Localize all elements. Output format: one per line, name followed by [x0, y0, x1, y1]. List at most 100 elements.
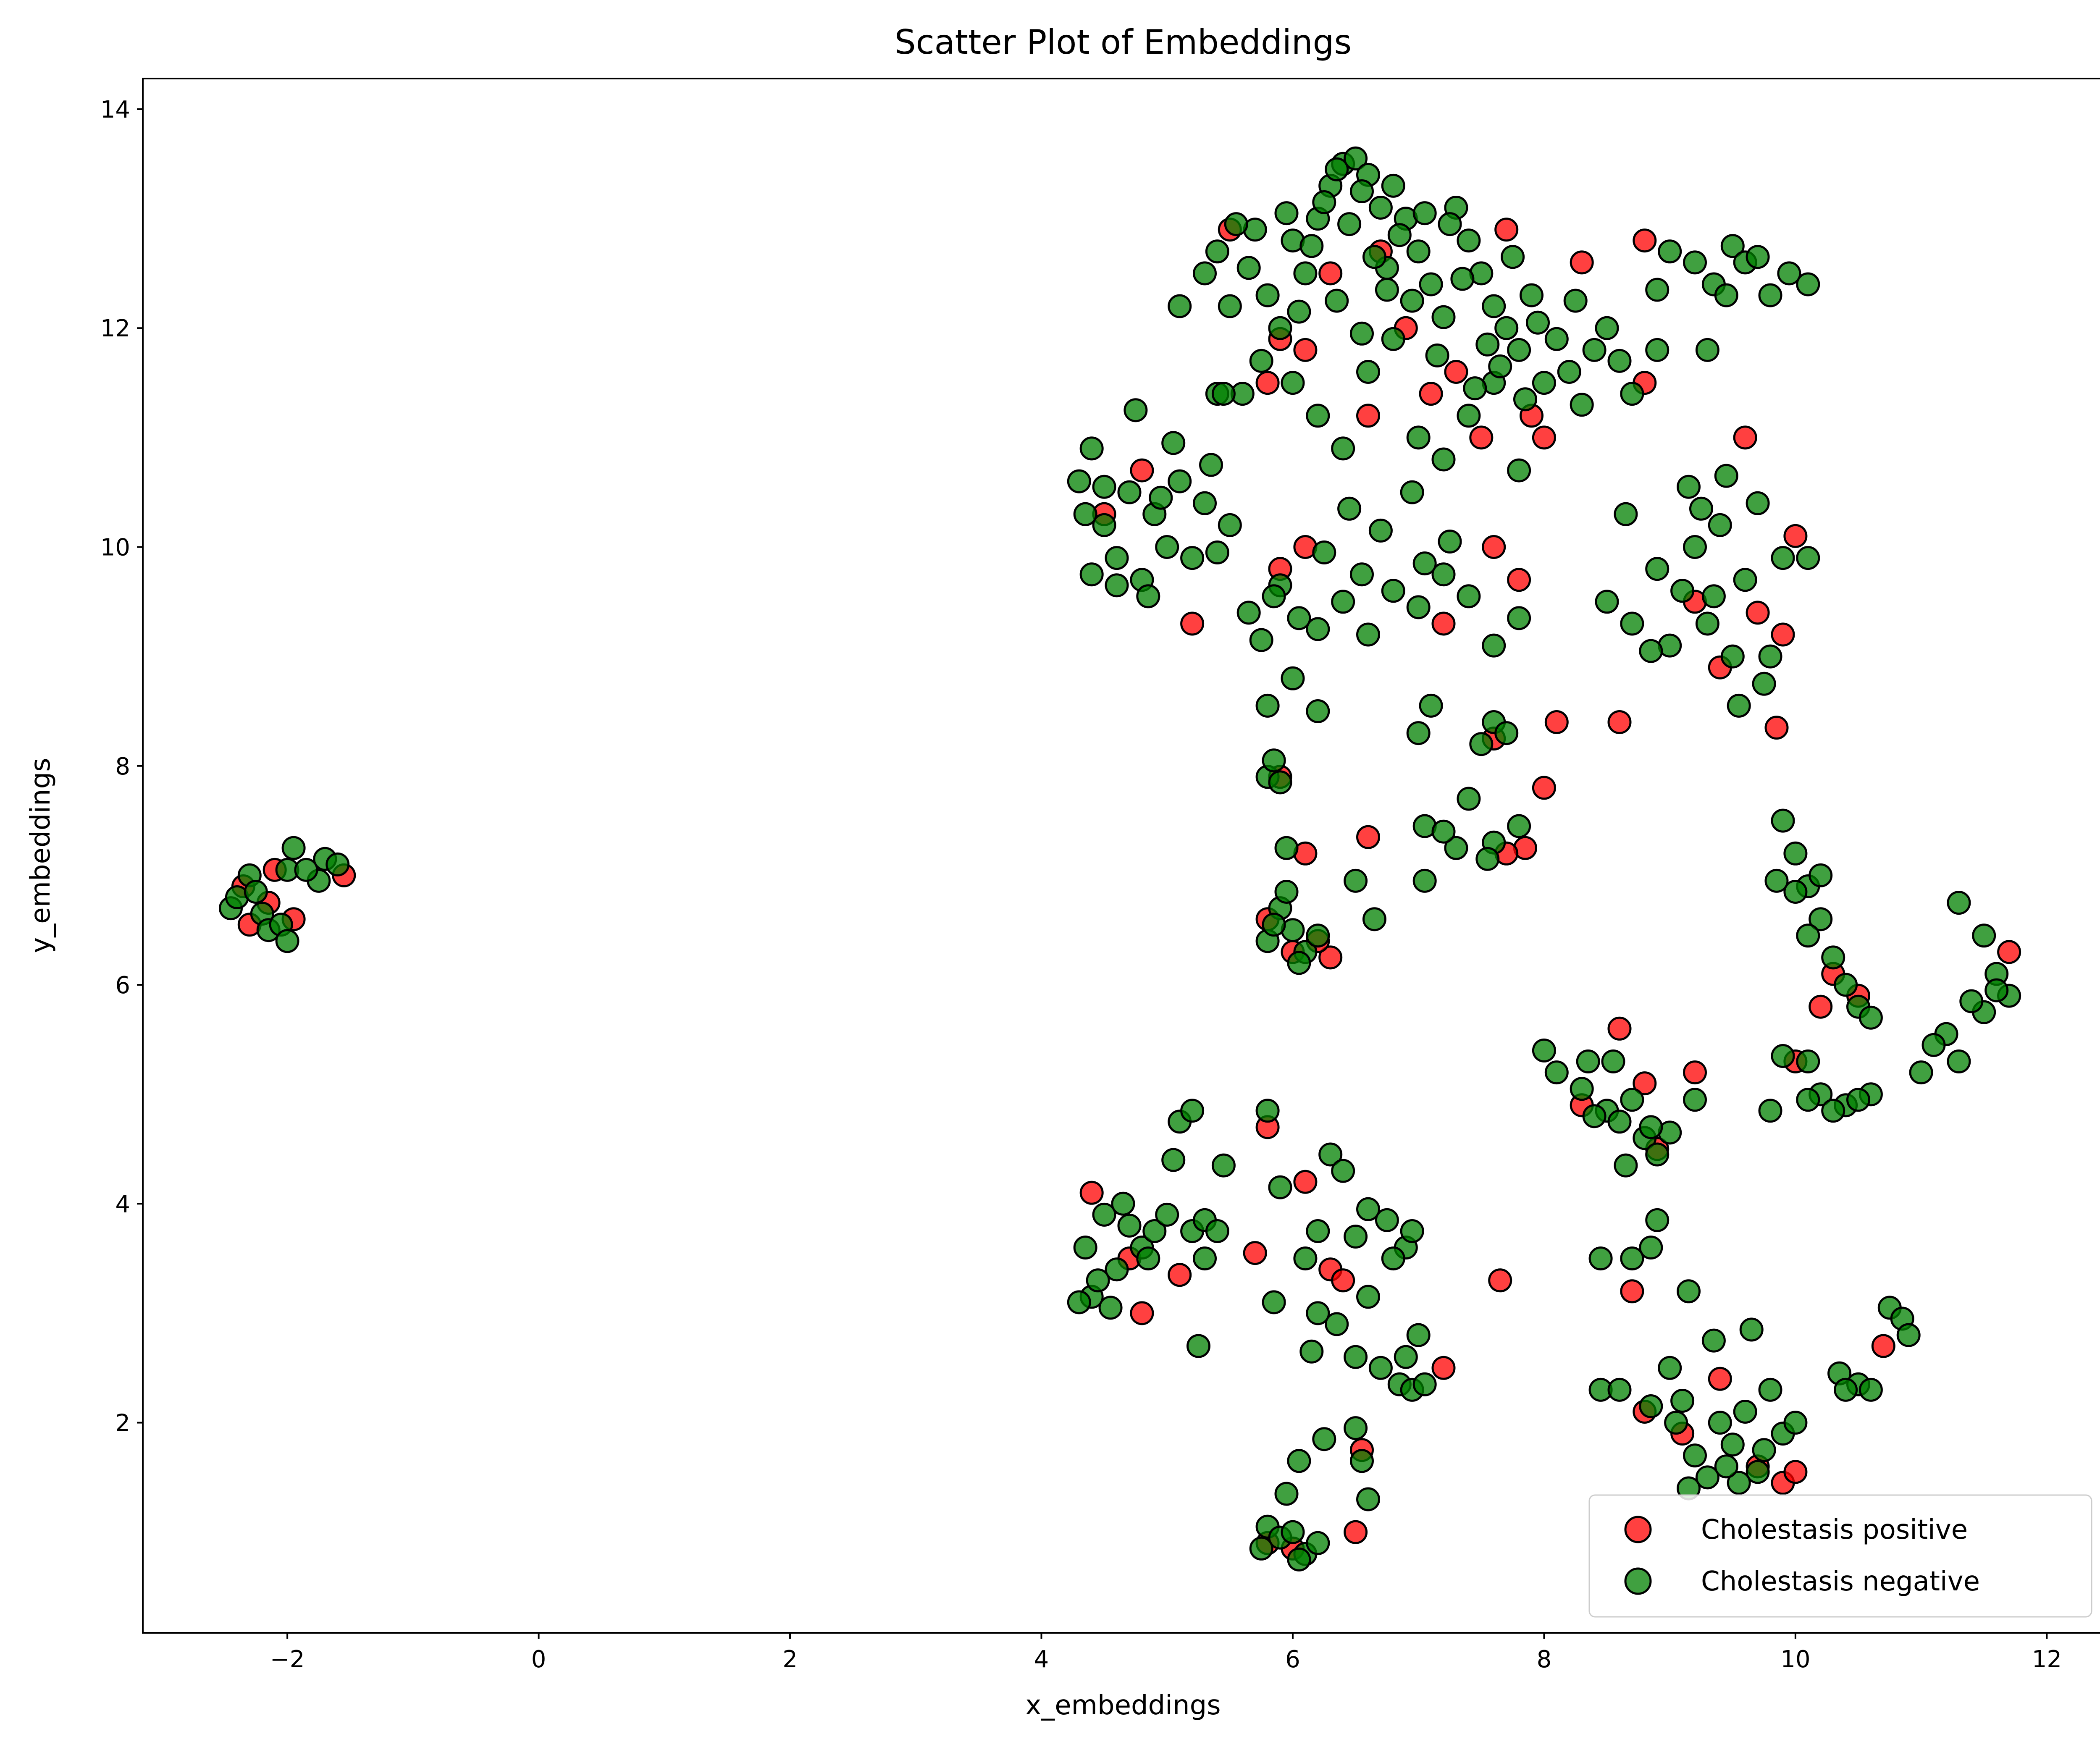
- data-point: [1406, 721, 1431, 745]
- data-point: [1746, 245, 1770, 269]
- data-point: [1494, 218, 1519, 242]
- y-axis: 2 4 6 8 10 12 14: [100, 96, 143, 1437]
- data-point: [1155, 535, 1179, 559]
- data-point: [1947, 891, 1971, 915]
- data-point: [1356, 1197, 1380, 1221]
- data-point: [1180, 611, 1205, 636]
- data-point: [1168, 1263, 1192, 1287]
- data-point: [1105, 573, 1129, 598]
- data-point: [1381, 1246, 1405, 1271]
- data-point: [1695, 1465, 1719, 1490]
- data-point: [1683, 1060, 1707, 1085]
- data-point: [1670, 1389, 1695, 1413]
- legend: Cholestasis positive Cholestasis negativ…: [1588, 1494, 2092, 1618]
- data-point: [1431, 562, 1456, 587]
- data-point: [1299, 234, 1324, 258]
- data-point: [1846, 1088, 1870, 1112]
- data-point: [1218, 294, 1242, 318]
- data-point: [1262, 584, 1286, 609]
- data-point: [1274, 836, 1299, 860]
- data-point: [1645, 1208, 1670, 1232]
- data-point: [1620, 611, 1644, 636]
- data-point: [1771, 808, 1795, 833]
- data-point: [1362, 907, 1386, 931]
- data-point: [1544, 1060, 1569, 1085]
- data-point: [1325, 157, 1349, 181]
- data-point: [1306, 1219, 1330, 1243]
- data-point: [1287, 1449, 1311, 1473]
- data-point: [1532, 425, 1556, 450]
- x-tick-label: 12: [2032, 1646, 2062, 1673]
- data-point: [1683, 250, 1707, 275]
- data-point: [1155, 1202, 1179, 1227]
- data-point: [1532, 776, 1556, 800]
- data-point: [1494, 316, 1519, 340]
- data-point: [1758, 1099, 1782, 1123]
- data-point: [1733, 568, 1757, 592]
- data-point: [1255, 1099, 1280, 1123]
- data-point: [1677, 475, 1701, 499]
- data-point: [1312, 190, 1336, 214]
- x-tick-label: 6: [1285, 1646, 1300, 1673]
- data-point: [1262, 748, 1286, 773]
- data-point: [1922, 1033, 1946, 1057]
- data-point: [1281, 371, 1305, 395]
- y-tick-label: 8: [115, 753, 130, 780]
- data-point: [1507, 606, 1531, 630]
- data-point: [1387, 223, 1412, 247]
- data-point: [1180, 1099, 1205, 1123]
- data-point: [1771, 622, 1795, 647]
- data-point: [1507, 338, 1531, 362]
- data-point: [1406, 425, 1431, 450]
- data-point: [1236, 256, 1261, 280]
- data-point: [1871, 1334, 1895, 1358]
- data-point: [1771, 546, 1795, 570]
- data-point: [1092, 513, 1116, 537]
- data-point: [1381, 173, 1405, 198]
- data-point: [1255, 693, 1280, 718]
- data-point: [1306, 923, 1330, 948]
- chart-title: Scatter Plot of Embeddings: [895, 23, 1352, 62]
- data-point: [1249, 349, 1273, 373]
- data-point: [1431, 1356, 1456, 1380]
- data-point: [1858, 1005, 1883, 1030]
- data-point: [1168, 294, 1192, 318]
- data-point: [326, 852, 350, 876]
- y-tick-label: 2: [115, 1410, 130, 1437]
- data-point: [1149, 485, 1173, 510]
- legend-label-positive: Cholestasis positive: [1701, 1514, 1968, 1545]
- data-point: [1670, 579, 1695, 603]
- data-point: [1695, 338, 1719, 362]
- data-point: [1714, 464, 1738, 488]
- data-point: [1381, 579, 1405, 603]
- data-point: [1306, 404, 1330, 428]
- data-point: [1287, 299, 1311, 324]
- data-point: [1764, 716, 1789, 740]
- data-point: [1683, 1443, 1707, 1468]
- data-point: [1513, 387, 1537, 412]
- data-point: [1507, 814, 1531, 838]
- y-tick-label: 14: [100, 96, 130, 123]
- data-point: [1475, 847, 1500, 871]
- data-point: [1809, 994, 1833, 1019]
- data-point: [1306, 617, 1330, 641]
- data-point: [1362, 245, 1386, 269]
- data-point: [1255, 283, 1280, 307]
- data-point: [1356, 360, 1380, 384]
- y-tick-label: 10: [100, 534, 130, 561]
- data-point: [1677, 1279, 1701, 1304]
- data-point: [1639, 1236, 1663, 1260]
- x-axis: −2 0 2 4 6 8 10 12: [270, 1633, 2062, 1673]
- data-point: [1601, 1049, 1625, 1073]
- data-point: [1356, 1487, 1380, 1511]
- data-point: [1457, 228, 1481, 253]
- data-point: [1262, 913, 1286, 937]
- data-point: [1412, 868, 1437, 893]
- data-point: [1318, 261, 1343, 286]
- data-point: [1620, 382, 1644, 406]
- data-point: [1375, 278, 1399, 302]
- data-point: [1287, 1547, 1311, 1571]
- data-point: [1714, 283, 1738, 307]
- data-point: [1344, 1416, 1368, 1440]
- data-point: [1639, 1115, 1663, 1139]
